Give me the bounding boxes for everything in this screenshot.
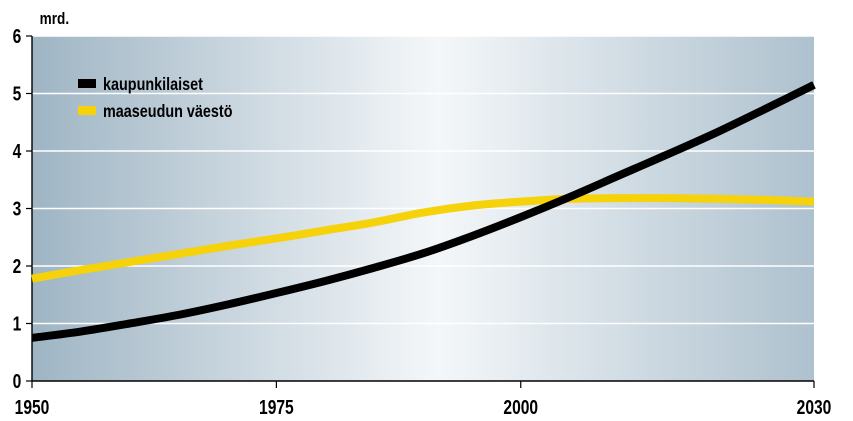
- legend-label-maaseudun-vaesto: maaseudun väestö: [103, 102, 233, 122]
- series-lines: [31, 81, 816, 342]
- legend: kaupunkilaiset maaseudun väestö: [78, 75, 233, 122]
- series-line-maaseudun-vaesto: [31, 194, 815, 283]
- x-tick-labels: 1950 1975 2000 2030: [15, 396, 832, 418]
- axes: [26, 35, 815, 388]
- legend-swatch-kaupunkilaiset: [78, 79, 96, 88]
- y-axis-unit-label: mrd.: [40, 10, 69, 29]
- y-tick-label-3: 3: [13, 198, 22, 220]
- y-tick-label-6: 6: [13, 25, 22, 47]
- y-tick-label-2: 2: [13, 255, 22, 277]
- y-tick-label-1: 1: [13, 313, 22, 335]
- y-tick-label-4: 4: [13, 140, 22, 162]
- y-tick-label-0: 0: [13, 370, 22, 392]
- y-tick-labels: 0 1 2 3 4 5 6: [13, 25, 22, 392]
- x-tick-label-1950: 1950: [15, 396, 50, 418]
- legend-swatch-maaseudun-vaesto: [78, 106, 96, 115]
- legend-label-kaupunkilaiset: kaupunkilaiset: [103, 75, 203, 95]
- series-line-kaupunkilaiset: [31, 81, 816, 342]
- y-tick-label-5: 5: [13, 83, 22, 105]
- x-tick-label-2030: 2030: [797, 396, 832, 418]
- x-tick-label-2000: 2000: [503, 396, 538, 418]
- x-tick-label-1975: 1975: [259, 396, 294, 418]
